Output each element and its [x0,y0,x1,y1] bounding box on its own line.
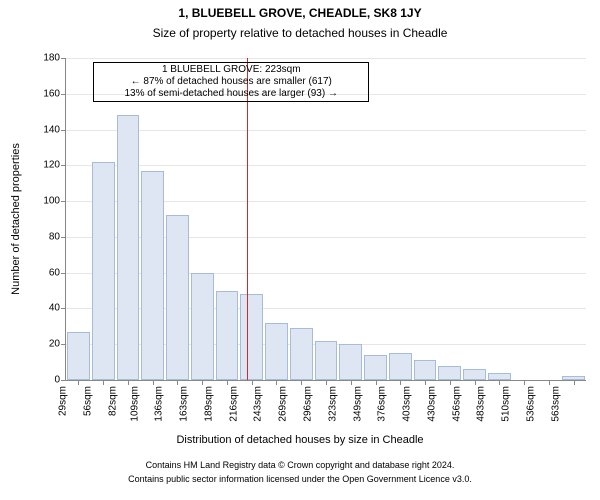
grid-line [66,58,586,59]
histogram-bar [389,353,412,380]
y-tick [61,130,66,131]
y-tick [61,201,66,202]
x-tick-label: 136sqm [154,386,165,422]
x-tick [227,380,228,385]
annotation-line: 13% of semi-detached houses are larger (… [96,88,366,100]
y-tick [61,273,66,274]
histogram-bar [141,171,164,380]
x-tick [301,380,302,385]
x-tick [276,380,277,385]
reference-line [247,58,248,380]
y-tick-label: 40 [49,303,60,314]
histogram-bar [414,360,437,380]
x-tick-label: 403sqm [402,386,413,422]
x-tick [177,380,178,385]
histogram-bar [364,355,387,380]
x-tick-label: 56sqm [83,386,94,416]
y-tick [61,165,66,166]
y-tick [61,237,66,238]
x-axis-title: Distribution of detached houses by size … [0,434,600,446]
x-tick-label: 269sqm [278,386,289,422]
y-axis-title: Number of detached properties [10,143,22,295]
x-tick [450,380,451,385]
y-tick [61,380,66,381]
x-tick-label: 189sqm [204,386,215,422]
x-tick [425,380,426,385]
x-tick [524,380,525,385]
y-tick-label: 120 [43,160,60,171]
histogram-bar [191,273,214,380]
x-tick [326,380,327,385]
x-tick-label: 349sqm [352,386,363,422]
page-title: 1, BLUEBELL GROVE, CHEADLE, SK8 1JY [0,6,600,20]
x-tick-label: 483sqm [476,386,487,422]
x-tick-label: 536sqm [526,386,537,422]
reference-annotation: 1 BLUEBELL GROVE: 223sqm← 87% of detache… [93,62,369,102]
x-tick-label: 456sqm [451,386,462,422]
y-tick [61,58,66,59]
histogram-bar [339,344,362,380]
x-tick-label: 163sqm [179,386,190,422]
histogram-bar [166,215,189,380]
x-tick [351,380,352,385]
x-tick [400,380,401,385]
y-tick [61,344,66,345]
histogram-bar [265,323,288,380]
x-tick-label: 29sqm [58,386,69,416]
y-tick-label: 160 [43,88,60,99]
histogram-bar [290,328,313,380]
y-tick-label: 180 [43,53,60,64]
y-tick-label: 100 [43,196,60,207]
x-tick-label: 243sqm [253,386,264,422]
histogram-bar [488,373,511,380]
x-tick [78,380,79,385]
x-tick [499,380,500,385]
x-tick-label: 430sqm [427,386,438,422]
histogram-bar [463,369,486,380]
x-tick-label: 216sqm [228,386,239,422]
x-tick-label: 376sqm [377,386,388,422]
y-tick-label: 20 [49,339,60,350]
footer-line-2: Contains public sector information licen… [0,474,600,484]
x-tick [202,380,203,385]
histogram-bar [438,366,461,380]
annotation-line: 1 BLUEBELL GROVE: 223sqm [96,64,366,76]
histogram-bar [240,294,263,380]
histogram-plot: 02040608010012014016018029sqm56sqm82sqm1… [65,58,586,381]
histogram-bar [117,115,140,380]
y-tick-label: 80 [49,231,60,242]
y-tick-label: 0 [54,375,60,386]
grid-line [66,130,586,131]
x-tick-label: 296sqm [303,386,314,422]
x-tick [128,380,129,385]
y-tick-label: 60 [49,267,60,278]
x-tick [103,380,104,385]
x-tick [549,380,550,385]
histogram-bar [67,332,90,380]
annotation-line: ← 87% of detached houses are smaller (61… [96,76,366,88]
grid-line [66,165,586,166]
x-tick [376,380,377,385]
histogram-bar [216,291,239,380]
x-tick [574,380,575,385]
y-tick [61,94,66,95]
y-tick [61,308,66,309]
x-tick-label: 323sqm [327,386,338,422]
x-tick [153,380,154,385]
y-tick-label: 140 [43,124,60,135]
histogram-bar [92,162,115,380]
page-subtitle: Size of property relative to detached ho… [0,26,600,40]
x-tick-label: 563sqm [550,386,561,422]
x-tick-label: 109sqm [129,386,140,422]
x-tick-label: 510sqm [501,386,512,422]
x-tick-label: 82sqm [107,386,118,416]
x-tick [252,380,253,385]
x-tick [475,380,476,385]
histogram-bar [315,341,338,380]
footer-line-1: Contains HM Land Registry data © Crown c… [0,460,600,470]
